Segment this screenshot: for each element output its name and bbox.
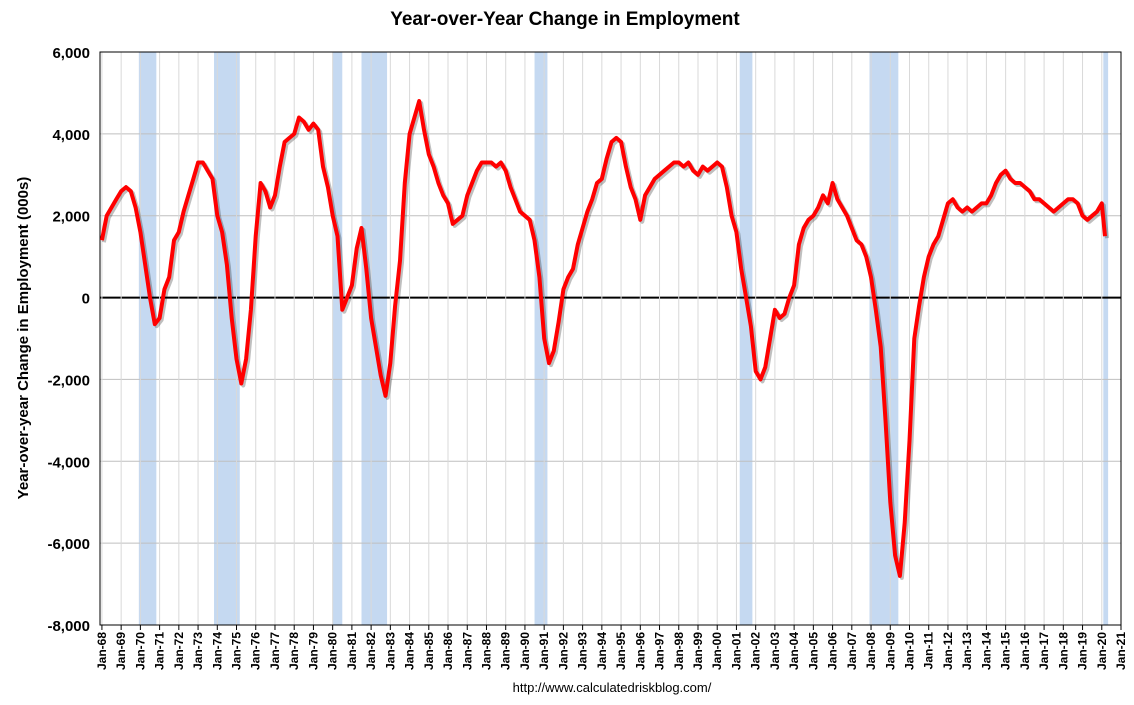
y-tick-label: 4,000 xyxy=(52,127,90,144)
x-tick-label: Jan-84 xyxy=(403,632,417,670)
x-tick-label: Jan-76 xyxy=(249,632,263,670)
x-tick-label: Jan-00 xyxy=(710,632,724,670)
x-tick-label: Jan-17 xyxy=(1037,632,1051,670)
x-tick-label: Jan-19 xyxy=(1076,632,1090,670)
x-tick-label: Jan-87 xyxy=(460,632,474,670)
x-tick-label: Jan-82 xyxy=(364,632,378,670)
x-tick-label: Jan-05 xyxy=(806,632,820,670)
x-tick-label: Jan-92 xyxy=(556,632,570,670)
y-tick-label: -2,000 xyxy=(47,372,90,389)
x-tick-label: Jan-94 xyxy=(595,632,609,670)
chart-title: Year-over-Year Change in Employment xyxy=(390,9,740,30)
x-tick-label: Jan-07 xyxy=(845,632,859,670)
x-tick-label: Jan-12 xyxy=(941,632,955,670)
recession-band xyxy=(739,52,753,625)
x-tick-label: Jan-68 xyxy=(95,632,109,670)
x-tick-label: Jan-69 xyxy=(114,632,128,670)
x-tick-label: Jan-90 xyxy=(518,632,532,670)
x-tick-label: Jan-71 xyxy=(153,632,167,670)
recession-band xyxy=(1103,52,1109,625)
x-tick-label: Jan-03 xyxy=(768,632,782,670)
x-tick-label: Jan-18 xyxy=(1056,632,1070,670)
x-tick-label: Jan-83 xyxy=(383,632,397,670)
x-tick-label: Jan-13 xyxy=(960,632,974,670)
x-tick-label: Jan-11 xyxy=(922,632,936,670)
y-tick-label: 0 xyxy=(82,291,90,308)
x-tick-label: Jan-89 xyxy=(499,632,513,670)
x-tick-label: Jan-91 xyxy=(537,632,551,670)
plot-frame xyxy=(99,51,1122,626)
y-axis-label: Year-over-year Change in Employment (000… xyxy=(15,177,32,500)
x-tick-label: Jan-99 xyxy=(691,632,705,670)
y-tick-label: 2,000 xyxy=(52,209,90,226)
x-tick-label: Jan-98 xyxy=(672,632,686,670)
x-tick-label: Jan-86 xyxy=(441,632,455,670)
x-tick-label: Jan-77 xyxy=(268,632,282,670)
series-line xyxy=(99,99,1107,578)
x-tick-label: Jan-78 xyxy=(287,632,301,670)
x-tick-label: Jan-81 xyxy=(345,632,359,670)
x-tick-label: Jan-79 xyxy=(306,632,320,670)
y-tick-label: -8,000 xyxy=(47,618,90,635)
x-tick-label: Jan-16 xyxy=(1018,632,1032,670)
x-tick-label: Jan-85 xyxy=(422,632,436,670)
x-tick-label: Jan-09 xyxy=(883,632,897,670)
x-tick-label: Jan-21 xyxy=(1114,632,1128,670)
y-tick-label: 6,000 xyxy=(52,45,90,62)
x-tick-label: Jan-10 xyxy=(902,632,916,670)
x-tick-label: Jan-72 xyxy=(172,632,186,670)
x-tick-label: Jan-14 xyxy=(979,632,993,670)
x-tick-label: Jan-97 xyxy=(653,632,667,670)
x-tick-label: Jan-08 xyxy=(864,632,878,670)
x-tick-label: Jan-06 xyxy=(826,632,840,670)
x-tick-label: Jan-75 xyxy=(230,632,244,670)
x-tick-label: Jan-20 xyxy=(1095,632,1109,670)
x-tick-label: Jan-04 xyxy=(787,632,801,670)
x-tick-label: Jan-88 xyxy=(479,632,493,670)
y-tick-label: -4,000 xyxy=(47,454,90,471)
x-tick-label: Jan-70 xyxy=(133,632,147,670)
x-tick-label: Jan-74 xyxy=(210,632,224,670)
x-tick-label: Jan-02 xyxy=(749,632,763,670)
y-tick-label: -6,000 xyxy=(47,536,90,553)
x-tick-label: Jan-73 xyxy=(191,632,205,670)
x-tick-label: Jan-96 xyxy=(633,632,647,670)
recession-band xyxy=(138,52,157,625)
x-tick-label: Jan-01 xyxy=(729,632,743,670)
x-tick-label: Jan-95 xyxy=(614,632,628,670)
source: http://www.calculatedriskblog.com/ xyxy=(513,680,712,695)
x-tick-label: Jan-93 xyxy=(576,632,590,670)
x-tick-label: Jan-80 xyxy=(326,632,340,670)
x-tick-label: Jan-15 xyxy=(999,632,1013,670)
recession-band xyxy=(332,52,343,625)
